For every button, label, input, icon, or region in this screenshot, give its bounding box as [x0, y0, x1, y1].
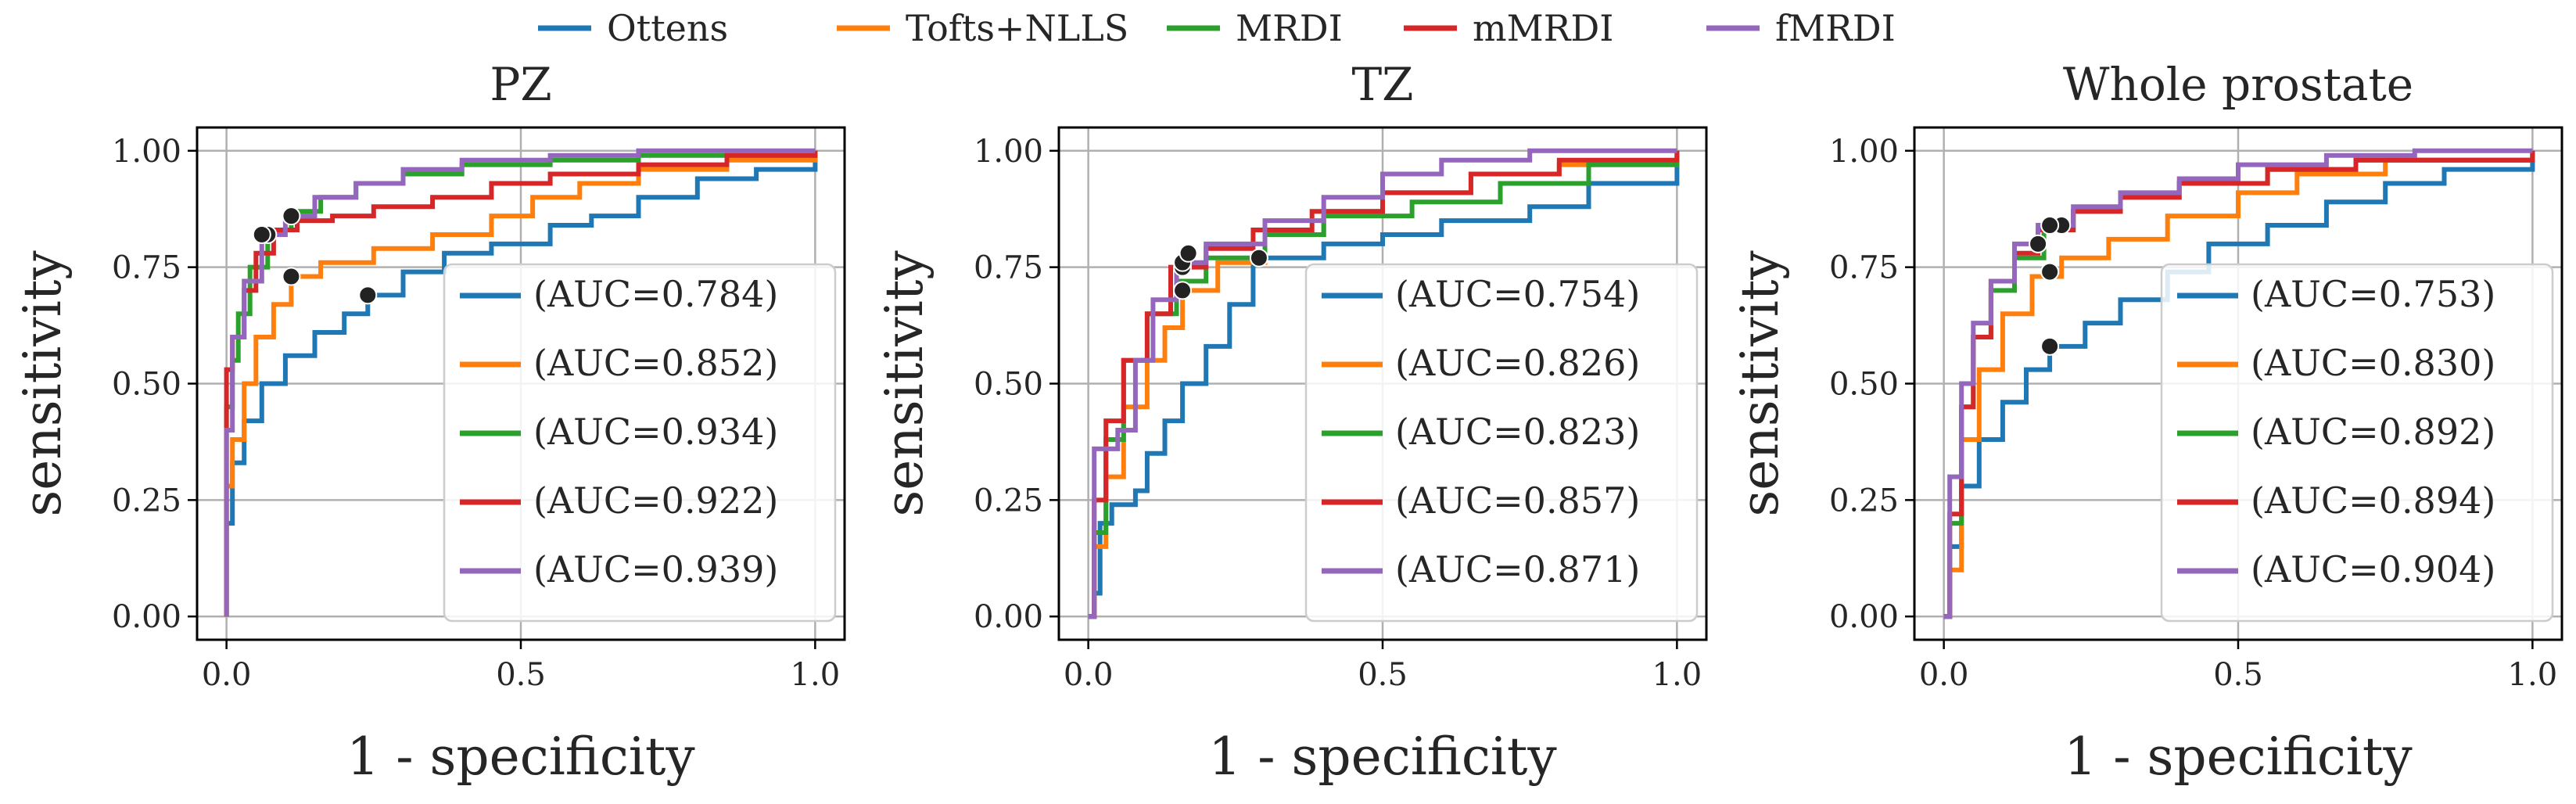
legend-auc-label: (AUC=0.823)	[1395, 411, 1640, 453]
plot-frame	[1057, 126, 1708, 641]
roc-panel-0: 0.0 0.5 1.0 0.00 0.25 0.50 0.75 1.00 (AUC=0.784)…	[13, 58, 846, 787]
legend-auc-label: (AUC=0.939)	[533, 548, 778, 590]
legend-box	[2160, 263, 2554, 623]
legend-auc-label: (AUC=0.753)	[2251, 273, 2495, 315]
y-tick-label: 1.00	[974, 134, 1043, 170]
legend-label: Ottens	[607, 7, 728, 49]
legend-auc-label: (AUC=0.830)	[2251, 342, 2495, 384]
roc-curve-ottens	[1088, 150, 1680, 619]
x-axis-label: 1 - specificity	[346, 727, 695, 787]
auc-legend: (AUC=0.754) (AUC=0.826) (AUC=0.823) (AUC=0.…	[1304, 263, 1699, 623]
y-tick-label: 0.00	[974, 599, 1043, 635]
roc-curve-tofts-nlls	[224, 150, 818, 617]
operating-point	[358, 285, 378, 305]
y-tick-label: 0.00	[112, 599, 181, 635]
operating-point	[2040, 262, 2060, 282]
top-legend: Ottens Tofts+NLLS MRDI mMRDI fMRDI	[538, 7, 1896, 49]
chart-panels: 0.0 0.5 1.0 0.00 0.25 0.50 0.75 1.00 (AUC=0.784)…	[13, 58, 2563, 787]
roc-curve-ottens	[224, 150, 818, 617]
panel-title: PZ	[490, 58, 551, 111]
roc-curve-ottens	[1943, 150, 2535, 619]
y-tick-label: 0.25	[112, 483, 181, 519]
legend-auc-label: (AUC=0.784)	[533, 273, 778, 315]
x-tick-label: 1.0	[1652, 657, 1702, 693]
x-axis-label: 1 - specificity	[1208, 727, 1557, 787]
legend-label: MRDI	[1236, 7, 1343, 49]
x-tick-label: 0.0	[1919, 657, 1969, 693]
y-tick-label: 0.50	[974, 367, 1043, 403]
y-tick-label: 0.00	[1829, 599, 1899, 635]
legend-auc-label: (AUC=0.922)	[533, 479, 778, 522]
operating-point	[1173, 281, 1193, 300]
legend-auc-label: (AUC=0.754)	[1395, 273, 1640, 315]
roc-curve-fmrdi	[224, 148, 816, 617]
plot-frame	[1913, 126, 2563, 641]
x-tick-label: 0.0	[202, 657, 252, 693]
top-legend-entry: MRDI	[1167, 7, 1343, 49]
legend-auc-label: (AUC=0.852)	[533, 342, 778, 384]
top-legend-entry: mMRDI	[1404, 7, 1613, 49]
y-tick-label: 1.00	[112, 134, 181, 170]
x-tick-label: 0.5	[2213, 657, 2263, 693]
y-tick-label: 0.25	[1829, 483, 1899, 519]
legend-label: fMRDI	[1775, 7, 1896, 49]
panel-title: TZ	[1352, 58, 1414, 111]
x-tick-label: 1.0	[791, 657, 841, 693]
legend-box	[443, 263, 837, 623]
legend-auc-label: (AUC=0.894)	[2251, 479, 2495, 522]
legend-auc-label: (AUC=0.934)	[533, 411, 778, 453]
y-tick-label: 0.75	[974, 250, 1043, 286]
operating-point	[2040, 336, 2060, 356]
legend-auc-label: (AUC=0.904)	[2251, 548, 2495, 590]
operating-point	[1179, 243, 1198, 263]
y-axis-label: sensitivity	[13, 250, 73, 517]
auc-legend: (AUC=0.784) (AUC=0.852) (AUC=0.934) (AUC=0.…	[443, 263, 837, 623]
y-tick-label: 0.25	[974, 483, 1043, 519]
y-axis-label: sensitivity	[1730, 250, 1790, 517]
y-tick-label: 0.75	[1829, 250, 1899, 286]
top-legend-entry: Tofts+NLLS	[837, 7, 1128, 49]
legend-label: mMRDI	[1473, 7, 1613, 49]
operating-point	[282, 267, 301, 286]
plot-frame	[196, 126, 846, 641]
operating-point	[2040, 216, 2060, 235]
x-tick-label: 0.0	[1064, 657, 1114, 693]
x-tick-label: 1.0	[2508, 657, 2558, 693]
x-tick-label: 0.5	[1358, 657, 1408, 693]
x-axis-label: 1 - specificity	[2064, 727, 2413, 787]
y-axis-label: sensitivity	[874, 250, 935, 517]
operating-point	[1249, 248, 1268, 267]
panel-title: Whole prostate	[2063, 58, 2413, 111]
legend-label: Tofts+NLLS	[906, 7, 1128, 49]
operating-point	[252, 224, 271, 244]
legend-auc-label: (AUC=0.857)	[1395, 479, 1640, 522]
roc-panel-2: 0.0 0.5 1.0 0.00 0.25 0.50 0.75 1.00 (AUC=0.753)…	[1730, 58, 2563, 787]
y-tick-label: 0.75	[112, 250, 181, 286]
y-tick-label: 0.50	[1829, 367, 1899, 403]
roc-curve-fmrdi	[1088, 148, 1677, 619]
top-legend-entry: fMRDI	[1706, 7, 1896, 49]
legend-auc-label: (AUC=0.871)	[1395, 548, 1640, 590]
x-tick-label: 0.5	[496, 657, 546, 693]
operating-point	[282, 206, 301, 226]
roc-panel-1: 0.0 0.5 1.0 0.00 0.25 0.50 0.75 1.00 (AUC=0.754)…	[874, 58, 1708, 787]
legend-auc-label: (AUC=0.826)	[1395, 342, 1640, 384]
y-tick-label: 0.50	[112, 367, 181, 403]
legend-auc-label: (AUC=0.892)	[2251, 411, 2495, 453]
operating-point	[2029, 234, 2048, 253]
top-legend-entry: Ottens	[538, 7, 728, 49]
legend-box	[1304, 263, 1699, 623]
y-tick-label: 1.00	[1829, 134, 1899, 170]
auc-legend: (AUC=0.753) (AUC=0.830) (AUC=0.892) (AUC=0.…	[2160, 263, 2554, 623]
